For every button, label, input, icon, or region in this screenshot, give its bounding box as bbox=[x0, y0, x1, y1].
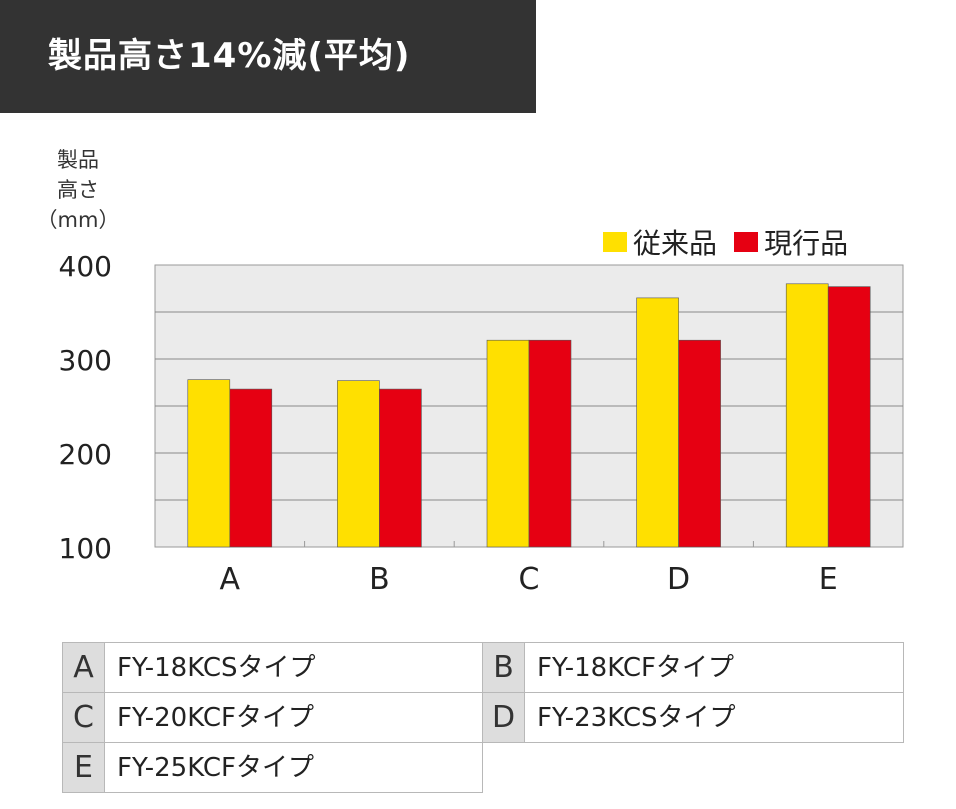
model-key-table: A FY-18KCSタイプ B FY-18KCFタイプ C FY-20KCFタイ… bbox=[62, 642, 904, 797]
bar-d-current bbox=[678, 339, 721, 548]
legend-swatch-current bbox=[734, 232, 759, 252]
legend-label-current: 現行品 bbox=[764, 227, 849, 260]
y-tick-label: 100 bbox=[59, 532, 112, 565]
y-axis-label-line-3: （mm） bbox=[36, 208, 120, 232]
key-text-a: FY-18KCSタイプ bbox=[117, 653, 316, 683]
chart-title: 製品高さ14%減(平均) bbox=[48, 36, 411, 76]
key-letter-c: C bbox=[63, 693, 105, 742]
key-row-c: C FY-20KCFタイプ bbox=[62, 692, 483, 743]
x-tick-label: B bbox=[369, 562, 390, 597]
x-tick-label: A bbox=[220, 562, 241, 597]
legend-label-conventional: 従来品 bbox=[633, 227, 718, 260]
x-tick-label: C bbox=[519, 562, 540, 597]
legend-item-current: 現行品 bbox=[734, 222, 848, 262]
key-letter-a: A bbox=[63, 643, 105, 692]
key-row-d: D FY-23KCSタイプ bbox=[482, 692, 904, 743]
legend-swatch-conventional bbox=[603, 232, 627, 252]
x-tick-label: E bbox=[819, 562, 838, 597]
x-tick-label: D bbox=[667, 562, 690, 597]
bar-e-current bbox=[827, 286, 871, 548]
bar-c-conventional bbox=[486, 339, 530, 548]
bar-e-conventional bbox=[785, 283, 829, 548]
title-banner: 製品高さ14%減(平均) bbox=[0, 0, 536, 113]
y-tick-label: 300 bbox=[59, 344, 112, 377]
key-text-b: FY-18KCFタイプ bbox=[537, 653, 734, 683]
legend: 従来品 現行品 bbox=[603, 222, 860, 260]
key-row-a: A FY-18KCSタイプ bbox=[62, 642, 483, 693]
y-tick-label: 400 bbox=[59, 250, 112, 283]
y-axis-label: 製品 高さ （mm） bbox=[28, 145, 128, 235]
legend-item-conventional: 従来品 bbox=[603, 222, 717, 262]
key-letter-e: E bbox=[63, 743, 105, 792]
bar-a-current bbox=[229, 388, 273, 548]
key-row-e: E FY-25KCFタイプ bbox=[62, 742, 483, 793]
key-letter-b: B bbox=[483, 643, 525, 692]
y-axis-label-line-1: 製品 bbox=[57, 148, 99, 172]
y-tick-label: 200 bbox=[59, 438, 112, 471]
bar-b-current bbox=[379, 388, 422, 548]
key-text-c: FY-20KCFタイプ bbox=[117, 703, 314, 733]
key-row-b: B FY-18KCFタイプ bbox=[482, 642, 904, 693]
key-letter-d: D bbox=[483, 693, 525, 742]
bar-c-current bbox=[528, 339, 572, 548]
key-text-e: FY-25KCFタイプ bbox=[117, 753, 314, 783]
key-text-d: FY-23KCSタイプ bbox=[537, 703, 736, 733]
bar-chart: 100 200 300 400 A B C D E bbox=[59, 250, 904, 597]
bar-d-conventional bbox=[636, 297, 679, 548]
bar-b-conventional bbox=[337, 380, 380, 548]
bar-a-conventional bbox=[187, 379, 231, 548]
y-axis-label-line-2: 高さ bbox=[57, 178, 99, 202]
